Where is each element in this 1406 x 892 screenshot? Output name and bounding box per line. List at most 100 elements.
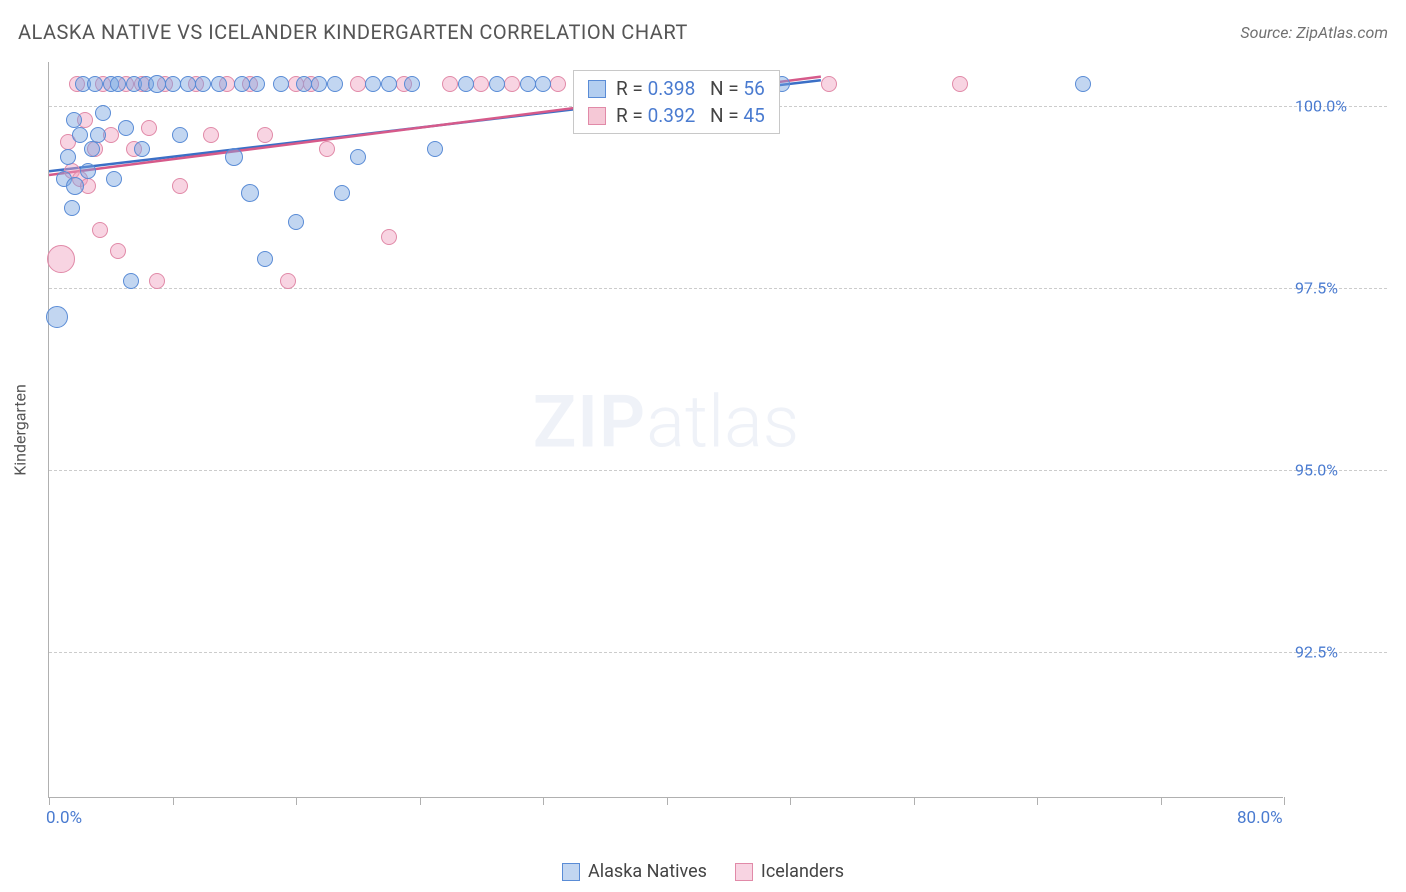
scatter-point-alaska: [66, 177, 84, 195]
scatter-point-icelanders: [821, 76, 837, 92]
scatter-point-alaska: [458, 76, 474, 92]
scatter-point-icelanders: [504, 76, 520, 92]
x-tick: [1284, 797, 1285, 805]
x-tick: [667, 797, 668, 805]
legend-label: Alaska Natives: [588, 861, 707, 882]
x-tick: [296, 797, 297, 805]
scatter-point-icelanders: [257, 127, 273, 143]
scatter-point-alaska: [427, 141, 443, 157]
x-tick: [49, 797, 50, 805]
x-tick: [790, 797, 791, 805]
gridline-h: [49, 470, 1387, 471]
scatter-point-alaska: [46, 306, 68, 328]
stats-n-label: N = 56: [705, 77, 764, 100]
scatter-point-alaska: [288, 214, 304, 230]
gridline-h: [49, 288, 1387, 289]
watermark: ZIPatlas: [533, 380, 800, 465]
scatter-point-icelanders: [550, 76, 566, 92]
x-tick-label: 0.0%: [46, 808, 82, 828]
scatter-point-alaska: [489, 76, 505, 92]
scatter-point-icelanders: [172, 178, 188, 194]
scatter-point-alaska: [195, 76, 211, 92]
scatter-point-icelanders: [141, 120, 157, 136]
scatter-point-alaska: [134, 141, 150, 157]
stats-row: R = 0.392 N = 45: [574, 102, 779, 129]
scatter-point-alaska: [520, 76, 536, 92]
stats-n-label: N = 45: [705, 104, 764, 127]
scatter-point-alaska: [95, 105, 111, 121]
scatter-point-alaska: [273, 76, 289, 92]
scatter-point-icelanders: [149, 273, 165, 289]
scatter-point-alaska: [118, 120, 134, 136]
x-tick: [1161, 797, 1162, 805]
stats-swatch-icon: [588, 80, 606, 98]
scatter-point-icelanders: [92, 222, 108, 238]
scatter-point-alaska: [1075, 76, 1091, 92]
scatter-point-icelanders: [473, 76, 489, 92]
gridline-h: [49, 652, 1387, 653]
stats-r-label: R = 0.398: [616, 77, 695, 100]
scatter-point-alaska: [110, 76, 126, 92]
stats-r-label: R = 0.392: [616, 104, 695, 127]
scatter-point-alaska: [87, 76, 103, 92]
scatter-point-alaska: [90, 127, 106, 143]
legend-swatch-icon: [735, 863, 753, 881]
scatter-point-alaska: [84, 141, 100, 157]
scatter-point-alaska: [180, 76, 196, 92]
plot-area: ZIPatlas: [48, 62, 1283, 798]
scatter-point-alaska: [225, 148, 243, 166]
scatter-point-alaska: [249, 76, 265, 92]
watermark-zip: ZIP: [533, 380, 646, 465]
scatter-point-icelanders: [350, 76, 366, 92]
legend: Alaska Natives Icelanders: [0, 861, 1406, 882]
scatter-point-alaska: [123, 273, 139, 289]
scatter-point-icelanders: [381, 229, 397, 245]
stats-swatch-icon: [588, 107, 606, 125]
scatter-point-alaska: [234, 76, 250, 92]
plot-wrap: Kindergarten ZIPatlas R = 0.398 N = 56R …: [48, 62, 1388, 798]
scatter-point-icelanders: [47, 245, 75, 273]
x-tick-label: 80.0%: [1237, 808, 1283, 828]
x-tick: [543, 797, 544, 805]
scatter-point-alaska: [106, 171, 122, 187]
y-tick-label: 92.5%: [1295, 643, 1338, 662]
scatter-point-alaska: [296, 76, 312, 92]
scatter-point-alaska: [334, 185, 350, 201]
scatter-point-alaska: [148, 75, 166, 93]
scatter-point-alaska: [311, 76, 327, 92]
x-tick: [420, 797, 421, 805]
scatter-point-icelanders: [280, 273, 296, 289]
legend-item-icelanders: Icelanders: [735, 861, 844, 882]
scatter-point-icelanders: [952, 76, 968, 92]
chart-title: ALASKA NATIVE VS ICELANDER KINDERGARTEN …: [18, 20, 688, 44]
x-tick: [1037, 797, 1038, 805]
watermark-atlas: atlas: [646, 380, 799, 465]
scatter-point-icelanders: [319, 141, 335, 157]
scatter-point-alaska: [365, 76, 381, 92]
scatter-point-alaska: [80, 163, 96, 179]
scatter-point-icelanders: [442, 76, 458, 92]
legend-item-alaska: Alaska Natives: [562, 861, 707, 882]
scatter-point-alaska: [350, 149, 366, 165]
source-label: Source: ZipAtlas.com: [1240, 23, 1388, 42]
scatter-point-alaska: [211, 76, 227, 92]
scatter-point-icelanders: [203, 127, 219, 143]
scatter-point-alaska: [172, 127, 188, 143]
legend-swatch-icon: [562, 863, 580, 881]
scatter-point-icelanders: [110, 243, 126, 259]
stats-box: R = 0.398 N = 56R = 0.392 N = 45: [573, 70, 780, 134]
stats-row: R = 0.398 N = 56: [574, 75, 779, 102]
x-tick: [914, 797, 915, 805]
scatter-point-alaska: [165, 76, 181, 92]
y-axis-label: Kindergarten: [11, 384, 30, 476]
scatter-point-alaska: [241, 184, 259, 202]
x-tick: [173, 797, 174, 805]
scatter-point-alaska: [257, 251, 273, 267]
scatter-point-alaska: [72, 127, 88, 143]
scatter-point-alaska: [64, 200, 80, 216]
scatter-point-alaska: [327, 76, 343, 92]
trend-lines: [49, 62, 1284, 798]
scatter-point-alaska: [535, 76, 551, 92]
legend-label: Icelanders: [761, 861, 844, 882]
y-tick-label: 95.0%: [1295, 461, 1338, 480]
